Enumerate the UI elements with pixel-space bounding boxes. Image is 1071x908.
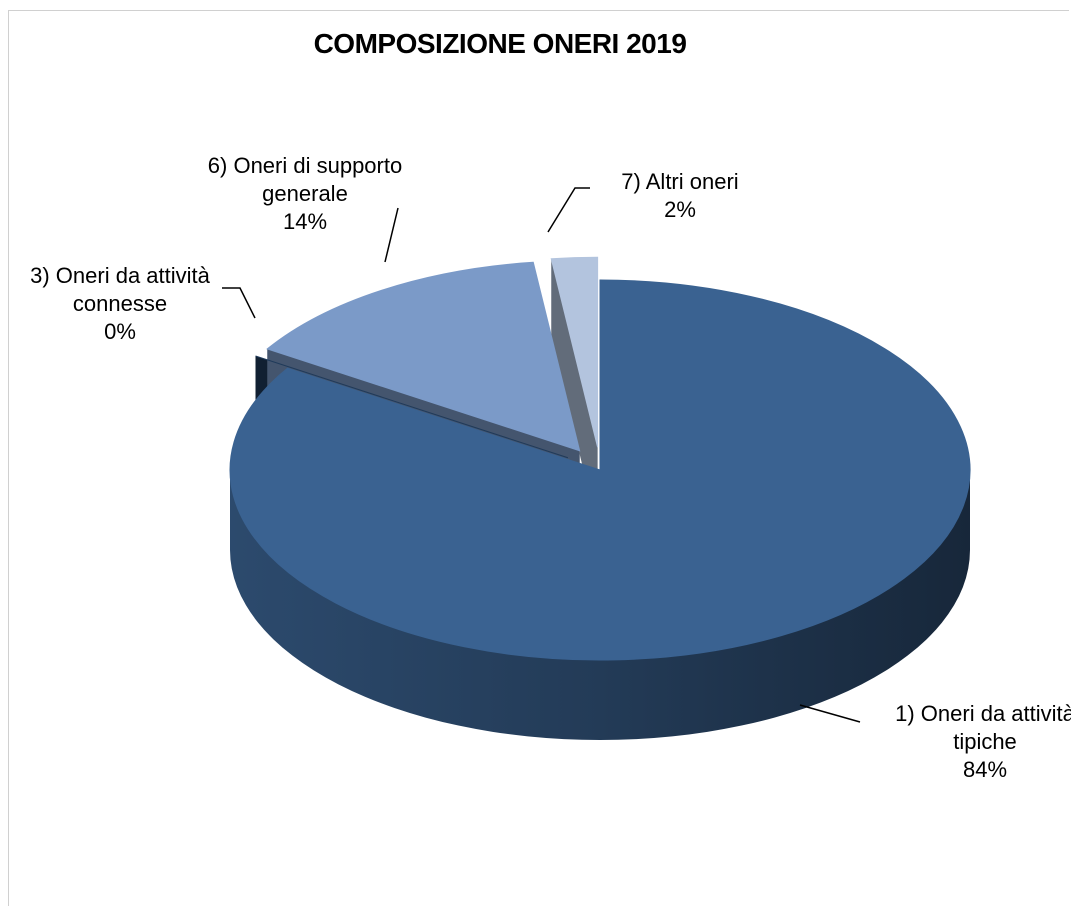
data-label-name: 7) Altri oneri xyxy=(621,169,739,194)
data-label-name: 3) Oneri da attività connesse xyxy=(30,263,210,316)
chart-title: COMPOSIZIONE ONERI 2019 xyxy=(313,28,687,59)
slice xyxy=(266,261,581,452)
slice-edge xyxy=(551,258,598,528)
slice xyxy=(229,279,971,661)
data-label: 6) Oneri di supporto generale 14% xyxy=(200,152,410,236)
data-label-value: 84% xyxy=(962,757,1008,782)
leader-line xyxy=(384,207,399,263)
leader-lines xyxy=(222,187,861,723)
data-label: 7) Altri oneri 2% xyxy=(575,168,785,224)
slice-side xyxy=(230,470,970,740)
data-label-name: 6) Oneri di supporto generale xyxy=(207,153,403,206)
data-label: 1) Oneri da attività tipiche 84% xyxy=(865,700,1071,784)
data-label-name: 1) Oneri da attività tipiche xyxy=(895,701,1071,754)
leader-line xyxy=(547,187,590,233)
data-label-value: 0% xyxy=(104,319,136,344)
chart-frame xyxy=(8,10,1069,906)
leader-line xyxy=(222,287,256,319)
data-label-value: 14% xyxy=(282,209,328,234)
data-label-value: 2% xyxy=(664,197,696,222)
slice xyxy=(550,256,599,448)
leader-line xyxy=(799,704,861,723)
data-label: 3) Oneri da attività connesse 0% xyxy=(5,262,235,346)
